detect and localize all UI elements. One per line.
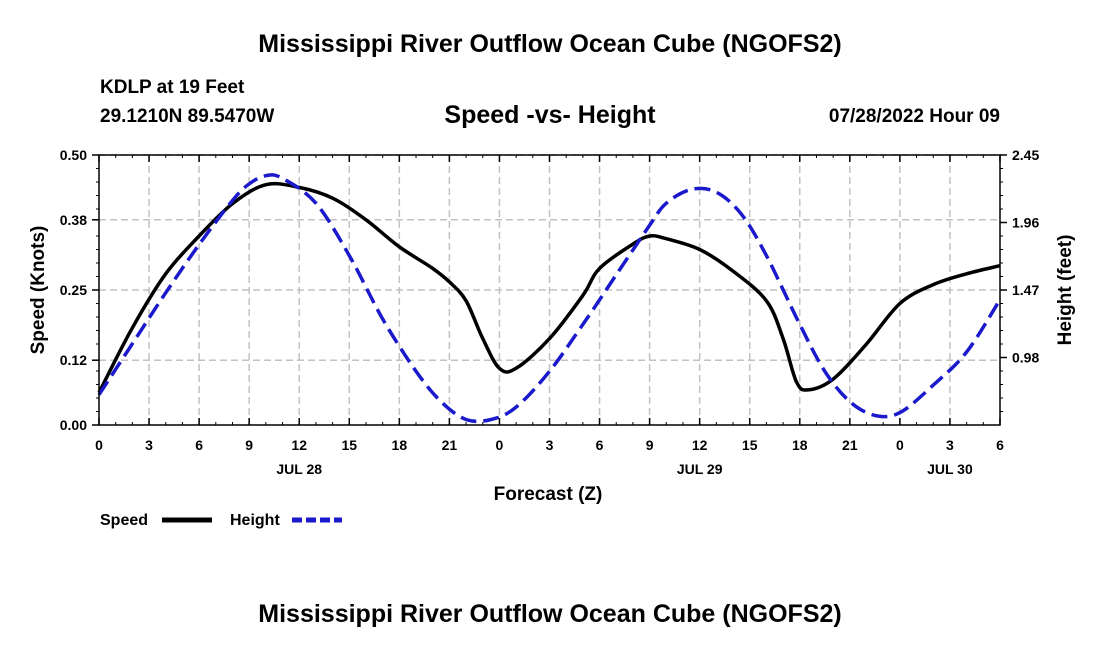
x-tick-label: 6 [195,437,203,453]
legend: Speed Height [100,512,342,529]
x-tick-label: 3 [145,437,153,453]
x-tick-label: 12 [692,437,708,453]
date-label: JUL 28 [276,461,322,477]
x-axis-label: Forecast (Z) [494,484,603,505]
forecast-datetime: 07/28/2022 Hour 09 [828,106,1000,127]
y2-axis-label: Height (feet) [1055,235,1076,346]
series-lines [97,173,1002,424]
location-label: 29.1210N 89.5470W [100,106,275,127]
x-tick-label: 18 [392,437,408,453]
chart-title: Mississippi River Outflow Ocean Cube (NG… [258,30,842,58]
x-tick-label: 3 [946,437,954,453]
x-tick-label: 21 [842,437,858,453]
x-tick-label: 6 [996,437,1004,453]
date-label: JUL 30 [927,461,973,477]
y-tick-label: 0.12 [60,352,87,368]
y-axis-label: Speed (Knots) [28,226,49,355]
y2-tick-label: 0.98 [1012,350,1039,366]
x-tick-label: 21 [442,437,458,453]
station-label: KDLP at 19 Feet [100,77,245,98]
chart-subtitle: Speed -vs- Height [444,101,656,129]
y2-tick-label: 1.47 [1012,282,1039,298]
x-tick-label: 0 [95,437,103,453]
grid-lines [99,154,1000,425]
x-tick-label: 12 [291,437,307,453]
x-tick-label: 15 [742,437,758,453]
x-tick-label: 3 [546,437,554,453]
y2-tick-label: 1.96 [1012,215,1039,231]
x-tick-label: 9 [245,437,253,453]
x-tick-label: 6 [596,437,604,453]
y-tick-label: 0.50 [60,147,87,163]
axis-ticks [92,154,1007,426]
y-tick-label: 0.25 [60,282,87,298]
y-tick-label: 0.38 [60,212,87,228]
x-tick-label: 18 [792,437,808,453]
x-tick-label: 15 [341,437,357,453]
series-line-speed [97,181,1001,394]
x-tick-label: 0 [896,437,904,453]
y-tick-label: 0.00 [60,417,87,433]
legend-label-speed: Speed [100,512,148,529]
footer-title: Mississippi River Outflow Ocean Cube (NG… [258,600,842,628]
axis-tick-labels: 0 3 6 9 12 15 18 21 0 3 6 9 12 15 18 21 0 3 6 JUL 28 JUL 29 J… [60,147,1040,477]
series-line-height [97,173,1002,424]
x-tick-label: 9 [646,437,654,453]
date-label: JUL 29 [677,461,723,477]
legend-label-height: Height [230,512,280,529]
y2-tick-label: 2.45 [1012,147,1039,163]
x-tick-label: 0 [496,437,504,453]
